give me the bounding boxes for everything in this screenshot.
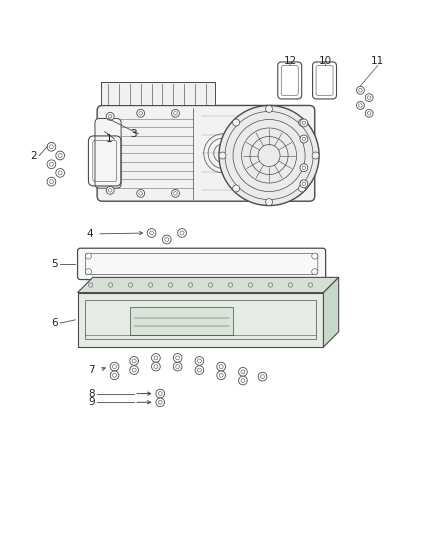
Circle shape bbox=[47, 177, 56, 186]
Circle shape bbox=[188, 283, 193, 287]
Circle shape bbox=[239, 367, 247, 376]
Circle shape bbox=[300, 164, 308, 172]
Text: 4: 4 bbox=[86, 229, 93, 239]
Bar bbox=[130, 307, 233, 335]
Circle shape bbox=[195, 357, 204, 365]
Circle shape bbox=[265, 106, 272, 112]
Circle shape bbox=[106, 112, 114, 120]
Circle shape bbox=[365, 94, 373, 102]
Circle shape bbox=[173, 353, 182, 362]
Circle shape bbox=[110, 371, 119, 379]
Circle shape bbox=[147, 229, 156, 237]
Circle shape bbox=[110, 362, 119, 371]
Circle shape bbox=[233, 119, 240, 126]
Circle shape bbox=[172, 109, 180, 117]
Circle shape bbox=[85, 269, 92, 275]
Circle shape bbox=[109, 283, 113, 287]
Circle shape bbox=[152, 353, 160, 362]
Circle shape bbox=[56, 168, 64, 177]
Circle shape bbox=[208, 283, 213, 287]
Text: 5: 5 bbox=[51, 259, 58, 269]
Circle shape bbox=[365, 109, 373, 117]
Circle shape bbox=[300, 119, 308, 127]
Text: 6: 6 bbox=[51, 318, 58, 328]
Circle shape bbox=[357, 102, 364, 109]
Circle shape bbox=[128, 283, 133, 287]
Circle shape bbox=[312, 269, 318, 275]
Circle shape bbox=[152, 362, 160, 371]
Circle shape bbox=[268, 283, 272, 287]
Circle shape bbox=[172, 189, 180, 197]
Circle shape bbox=[217, 371, 226, 379]
Circle shape bbox=[178, 229, 186, 237]
Circle shape bbox=[56, 151, 64, 160]
Circle shape bbox=[106, 187, 114, 194]
Circle shape bbox=[298, 119, 305, 126]
Circle shape bbox=[300, 180, 308, 188]
Circle shape bbox=[258, 372, 267, 381]
Circle shape bbox=[88, 283, 93, 287]
Circle shape bbox=[228, 283, 233, 287]
Circle shape bbox=[156, 398, 165, 407]
Circle shape bbox=[137, 109, 145, 117]
Circle shape bbox=[312, 152, 319, 159]
Text: 2: 2 bbox=[31, 150, 37, 160]
Circle shape bbox=[148, 283, 153, 287]
Text: 7: 7 bbox=[88, 365, 95, 375]
Circle shape bbox=[219, 106, 319, 206]
Circle shape bbox=[85, 253, 92, 259]
Circle shape bbox=[219, 152, 226, 159]
FancyBboxPatch shape bbox=[95, 118, 121, 188]
Circle shape bbox=[47, 160, 56, 168]
Circle shape bbox=[156, 389, 165, 398]
Circle shape bbox=[248, 283, 253, 287]
Circle shape bbox=[130, 366, 138, 375]
Circle shape bbox=[308, 283, 313, 287]
FancyBboxPatch shape bbox=[97, 106, 315, 201]
Text: 10: 10 bbox=[319, 56, 332, 66]
Circle shape bbox=[265, 199, 272, 206]
Text: 1: 1 bbox=[106, 134, 113, 144]
Circle shape bbox=[233, 185, 240, 192]
Circle shape bbox=[195, 366, 204, 375]
Text: 9: 9 bbox=[88, 397, 95, 407]
Bar bbox=[78, 293, 323, 347]
Circle shape bbox=[288, 283, 293, 287]
Text: 11: 11 bbox=[371, 56, 385, 66]
Circle shape bbox=[168, 283, 173, 287]
Circle shape bbox=[137, 189, 145, 197]
Text: 12: 12 bbox=[283, 56, 297, 66]
Circle shape bbox=[217, 362, 226, 371]
Circle shape bbox=[130, 357, 138, 365]
Bar bbox=[102, 82, 215, 106]
Circle shape bbox=[47, 142, 56, 151]
Text: 8: 8 bbox=[88, 389, 95, 399]
Circle shape bbox=[298, 185, 305, 192]
Polygon shape bbox=[78, 277, 339, 293]
Polygon shape bbox=[323, 277, 339, 347]
Circle shape bbox=[162, 235, 171, 244]
Text: 3: 3 bbox=[130, 129, 136, 139]
FancyBboxPatch shape bbox=[78, 248, 325, 279]
Circle shape bbox=[239, 376, 247, 385]
Circle shape bbox=[300, 135, 308, 143]
Circle shape bbox=[357, 86, 364, 94]
Circle shape bbox=[173, 362, 182, 371]
Bar bbox=[85, 301, 316, 339]
Circle shape bbox=[312, 253, 318, 259]
